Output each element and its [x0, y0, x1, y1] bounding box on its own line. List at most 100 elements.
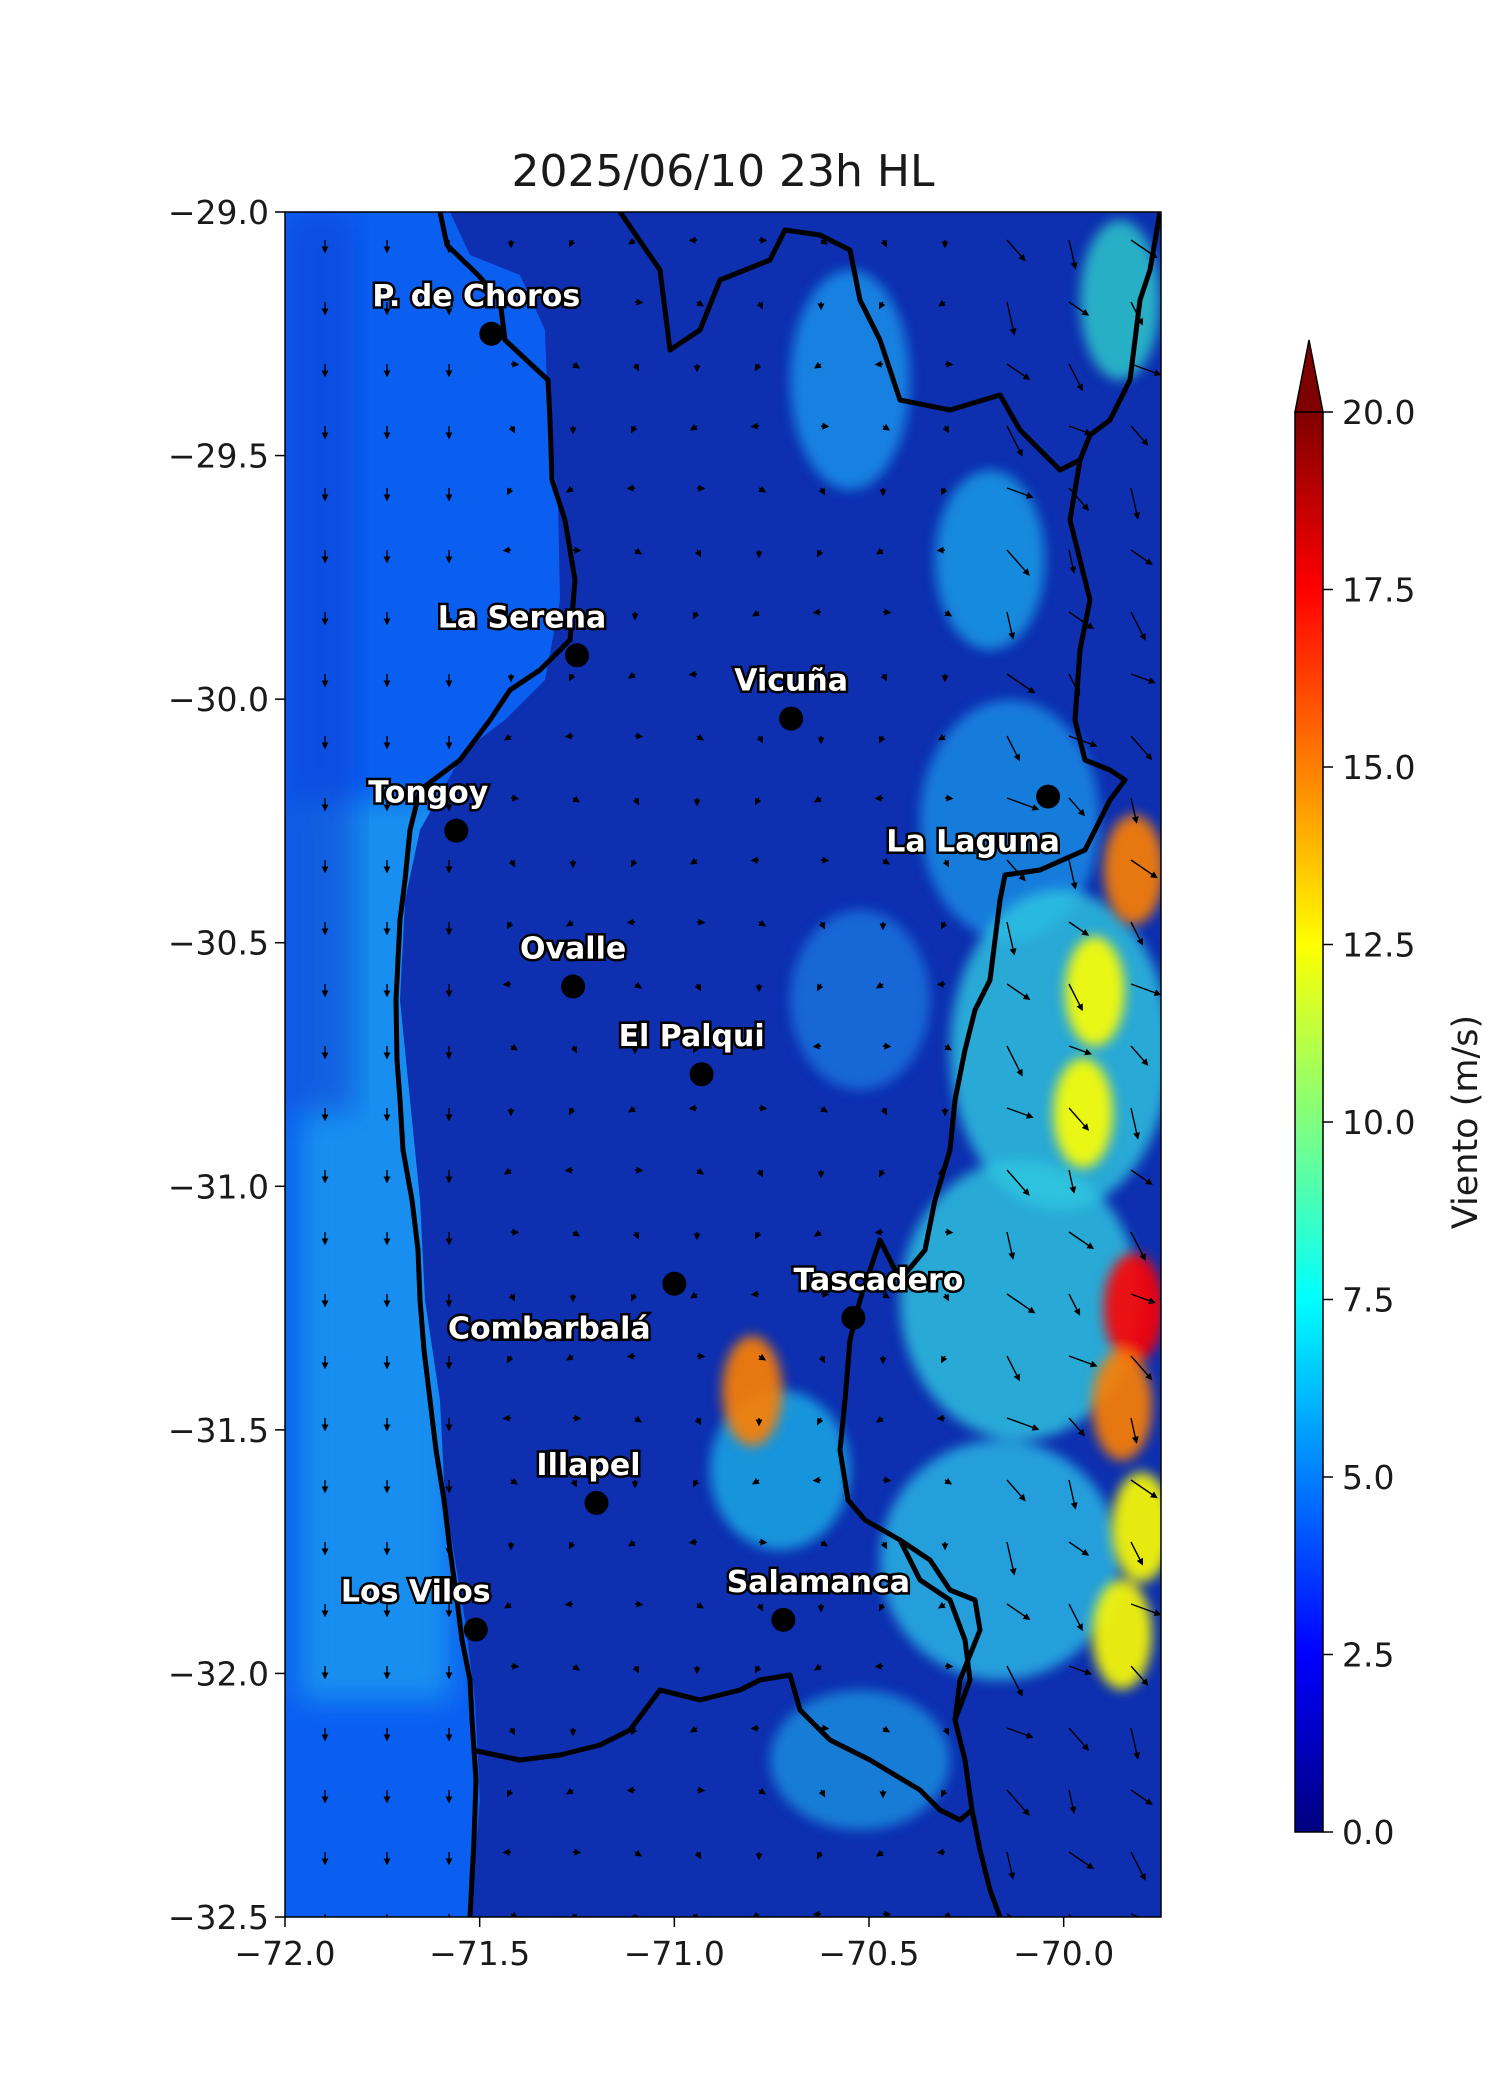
city-marker	[689, 1062, 714, 1087]
wind-arrow	[572, 361, 581, 369]
wind-arrow	[813, 1229, 822, 1237]
wind-arrow	[568, 1107, 576, 1116]
wind-arrow	[696, 299, 705, 307]
wind-arrow	[632, 1231, 640, 1240]
wind-arrow	[689, 1725, 698, 1733]
colorbar-tick-label: 12.5	[1342, 926, 1415, 965]
wind-arrow	[818, 921, 826, 930]
wind-arrow	[568, 239, 576, 248]
x-axis: −72.0 −71.5 −71.0 −70.5 −70.0	[234, 1917, 1114, 1973]
wind-arrow	[751, 1043, 760, 1051]
colorbar: 0.0 2.5 5.0 7.5 10.0 12.5 15.0 17.5 20.0 Viento …	[1294, 339, 1486, 1852]
x-tick-label: −71.0	[624, 1934, 725, 1973]
wind-arrow	[1068, 1231, 1095, 1250]
wind-arrow	[882, 1725, 891, 1733]
wind-arrow	[506, 1789, 514, 1798]
wind-arrow	[1068, 921, 1090, 936]
wind-arrow	[632, 1665, 640, 1674]
city-label: Combarbalá	[448, 1312, 651, 1347]
wind-arrow	[878, 1169, 886, 1178]
wind-arrow	[1006, 1603, 1031, 1621]
colorbar-extend-arrow	[1294, 339, 1324, 413]
wind-arrow	[1006, 1107, 1034, 1119]
wind-arrow	[510, 1911, 519, 1917]
wind-arrow	[813, 1663, 822, 1671]
colorbar-tick-label: 7.5	[1342, 1281, 1394, 1320]
wind-arrow	[1130, 1541, 1143, 1566]
city-label: Tongoy	[368, 776, 489, 811]
wind-arrow	[1130, 1727, 1140, 1760]
wind-arrow	[875, 547, 884, 555]
wind-arrow	[1068, 1045, 1092, 1056]
wind-arrow	[751, 609, 760, 617]
wind-arrow	[1068, 983, 1083, 1012]
wind-hotspots	[722, 814, 1161, 1690]
wind-arrow	[880, 1107, 888, 1116]
wind-hotspot	[1053, 1058, 1114, 1169]
wind-arrow	[751, 1911, 760, 1917]
wind-arrow	[754, 797, 762, 806]
wind-arrow	[878, 735, 886, 744]
wind-arrow	[1068, 1479, 1078, 1510]
wind-arrow	[1068, 1727, 1090, 1751]
region-border-inner-south	[897, 1538, 973, 1721]
wind-arrow	[756, 1169, 764, 1178]
wind-arrow	[1130, 1789, 1153, 1805]
wind-arrow	[1130, 797, 1139, 824]
wind-arrow	[1130, 1479, 1158, 1499]
city-label: Vicuña	[734, 664, 848, 699]
wind-arrow	[816, 983, 824, 992]
wind-arrow	[1068, 859, 1078, 890]
wind-arrow	[878, 1603, 886, 1612]
wind-arrow	[1006, 1727, 1034, 1739]
wind-arrow	[754, 363, 762, 372]
wind-arrow	[816, 1417, 824, 1426]
wind-arrow	[758, 1353, 767, 1361]
wind-vectors	[321, 236, 1161, 1917]
y-axis: −29.0 −29.5 −30.0 −30.5 −31.0 −31.5 −32.0 −32.5	[168, 193, 285, 1937]
wind-arrow	[632, 797, 640, 806]
wind-arrow	[694, 549, 702, 558]
colorbar-tick-label: 20.0	[1342, 393, 1415, 432]
wind-arrow	[568, 673, 576, 682]
wind-arrow	[1068, 425, 1092, 436]
wind-arrow	[937, 733, 946, 741]
wind-arrow	[816, 549, 824, 558]
wind-arrow	[1068, 239, 1078, 270]
wind-arrow	[1068, 1107, 1090, 1131]
wind-arrow	[1006, 363, 1031, 381]
wind-arrow	[1006, 1851, 1016, 1880]
wind-arrow	[1130, 487, 1140, 520]
wind-arrow	[572, 795, 581, 803]
wind-arrow	[1130, 1851, 1146, 1881]
wind-arrow	[1130, 1045, 1149, 1066]
wind-arrow	[627, 1105, 636, 1113]
wind-arrow	[692, 611, 700, 620]
wind-arrow	[751, 1477, 760, 1485]
wind-arrow	[1130, 363, 1161, 376]
wind-arrow	[506, 487, 514, 496]
y-tick-label: −30.5	[168, 924, 269, 963]
wind-arrow	[694, 1851, 702, 1860]
colorbar-tick-label: 15.0	[1342, 748, 1415, 787]
wind-arrow	[944, 1477, 953, 1485]
wind-arrow	[572, 1663, 581, 1671]
wind-arrow	[1068, 1169, 1077, 1194]
wind-arrow	[820, 1105, 829, 1113]
wind-arrow	[689, 1291, 698, 1299]
wind-arrow	[813, 361, 822, 369]
wind-arrow	[630, 859, 638, 868]
wind-arrow	[1006, 239, 1026, 262]
wind-arrow	[756, 735, 764, 744]
colorbar-tick-label: 10.0	[1342, 1103, 1415, 1142]
wind-hotspot	[1092, 1350, 1153, 1461]
wind-arrow	[1068, 1417, 1086, 1437]
wind-arrow	[937, 1601, 946, 1609]
wind-hotspot	[1064, 936, 1125, 1047]
wind-arrow	[696, 733, 705, 741]
wind-arrow	[1006, 673, 1036, 694]
y-tick-label: −29.0	[168, 193, 269, 232]
wind-arrow	[937, 299, 946, 307]
coastline-borders	[393, 212, 1161, 1917]
wind-arrow	[510, 1043, 519, 1051]
